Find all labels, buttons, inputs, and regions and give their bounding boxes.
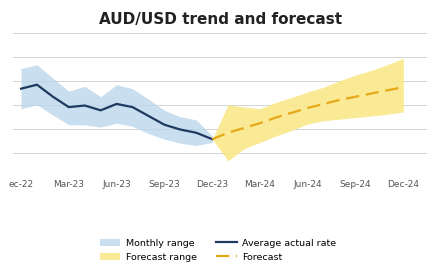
Legend: Monthly range, Forecast range, Average actual rate, Forecast: Monthly range, Forecast range, Average a… (97, 236, 339, 265)
Title: AUD/USD trend and forecast: AUD/USD trend and forecast (99, 12, 342, 27)
